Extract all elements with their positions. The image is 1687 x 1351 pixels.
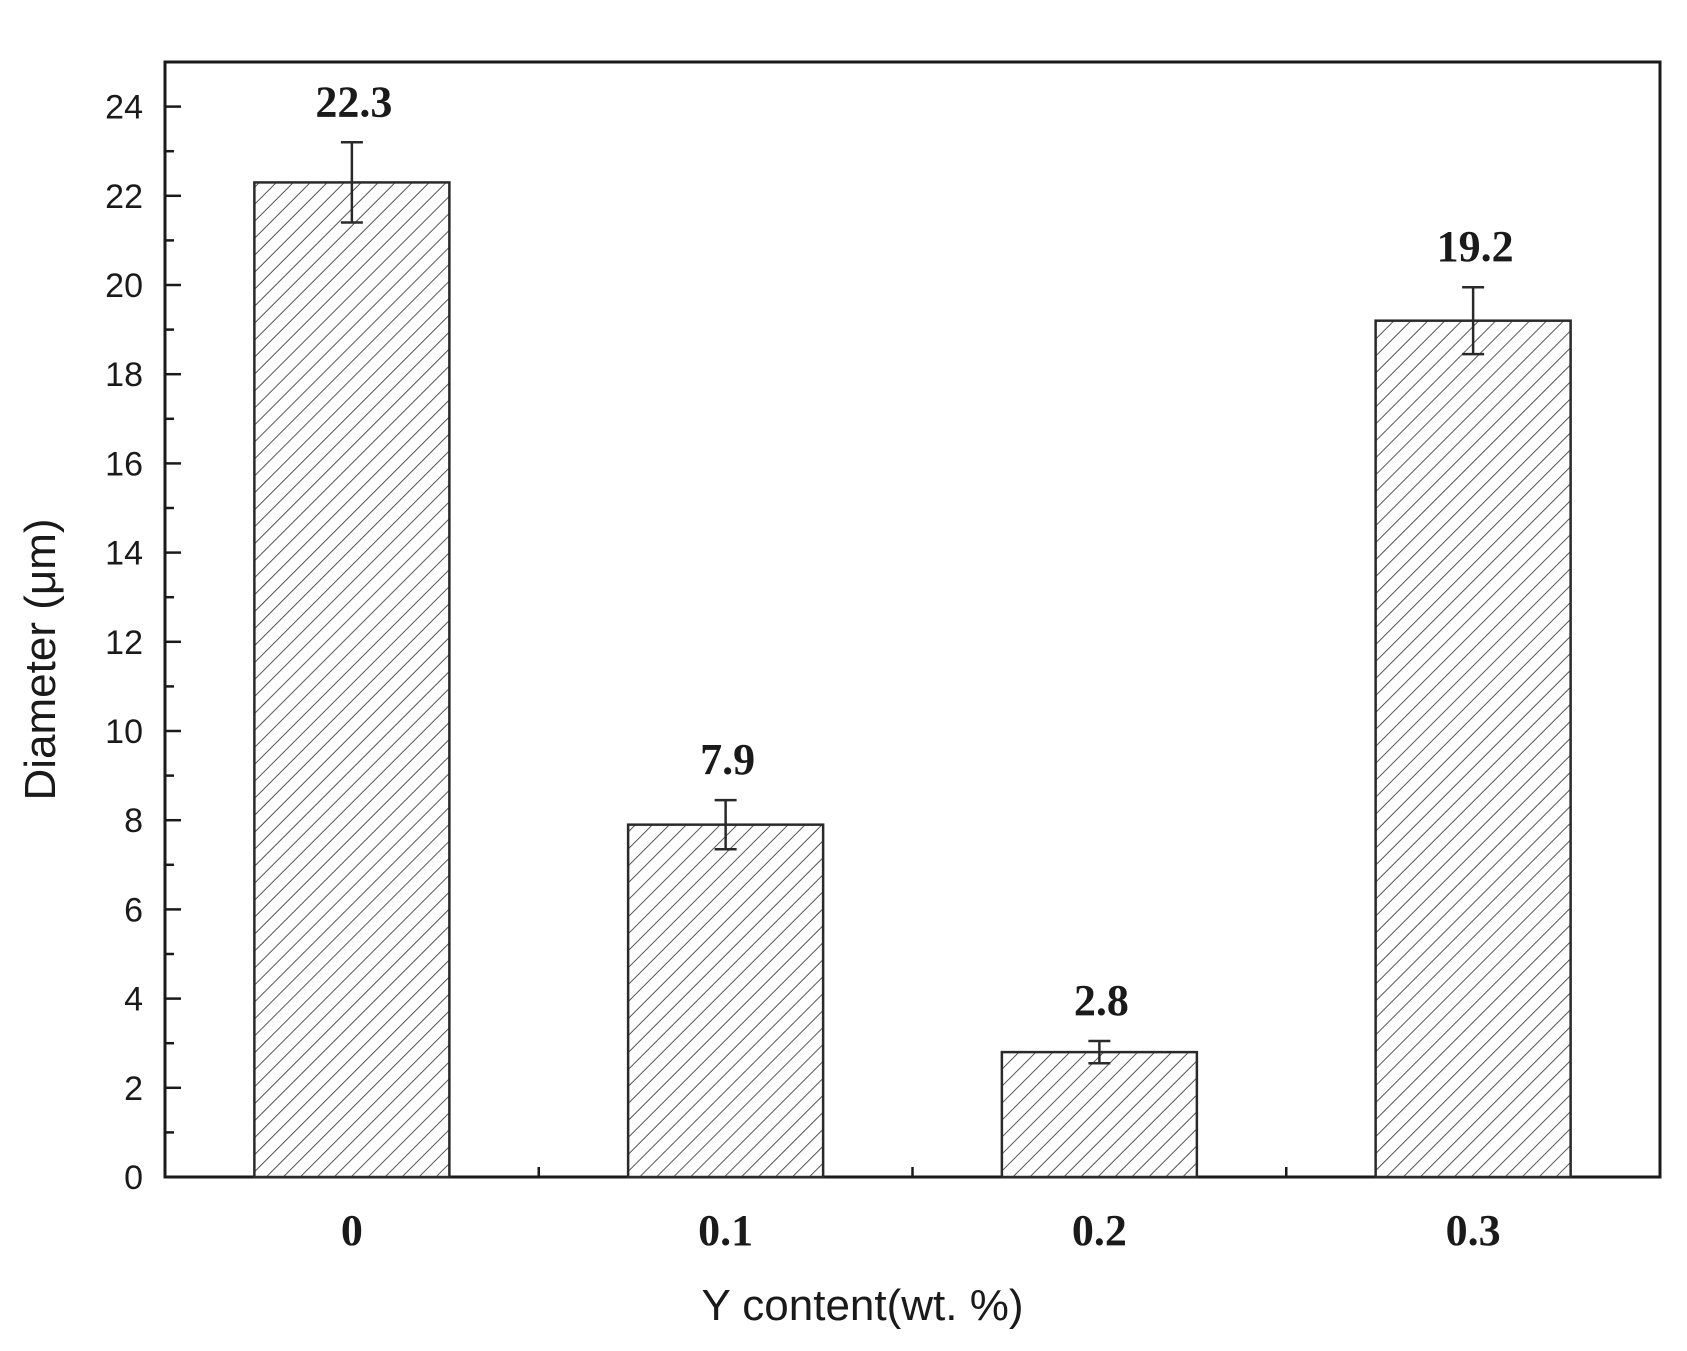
y-tick-label: 10 [105, 713, 143, 751]
data-label: 2.8 [1074, 976, 1129, 1025]
data-label: 7.9 [700, 735, 755, 784]
x-axis: 0 0.1 0.2 0.3 [341, 1159, 1501, 1255]
data-labels: 22.3 7.9 2.8 19.2 [315, 77, 1513, 1025]
x-tick-label: 0.2 [1072, 1206, 1127, 1255]
y-axis-title: Diameter (μm) [16, 518, 65, 800]
bar [1374, 319, 1572, 1179]
y-tick-label: 14 [105, 535, 143, 573]
data-label: 22.3 [315, 77, 392, 126]
x-tick-label: 0 [341, 1206, 363, 1255]
y-tick-label: 0 [124, 1159, 143, 1197]
y-tick-label: 22 [105, 178, 143, 216]
y-tick-label: 12 [105, 624, 143, 662]
x-tick-label: 0.1 [698, 1206, 753, 1255]
x-axis-title: Y content(wt. %) [702, 1281, 1024, 1330]
data-label: 19.2 [1437, 222, 1514, 271]
bar [1000, 1050, 1199, 1179]
x-tick-label: 0.3 [1446, 1206, 1501, 1255]
y-tick-label: 4 [124, 981, 143, 1019]
bar [626, 823, 825, 1179]
y-tick-label: 24 [105, 89, 143, 127]
y-tick-label: 16 [105, 445, 143, 483]
y-tick-label: 8 [124, 802, 143, 840]
y-tick-label: 20 [105, 267, 143, 305]
bar [253, 181, 451, 1179]
bars [253, 141, 1572, 1179]
y-tick-label: 2 [124, 1070, 143, 1108]
y-tick-label: 6 [124, 891, 143, 929]
y-tick-label: 18 [105, 356, 143, 394]
